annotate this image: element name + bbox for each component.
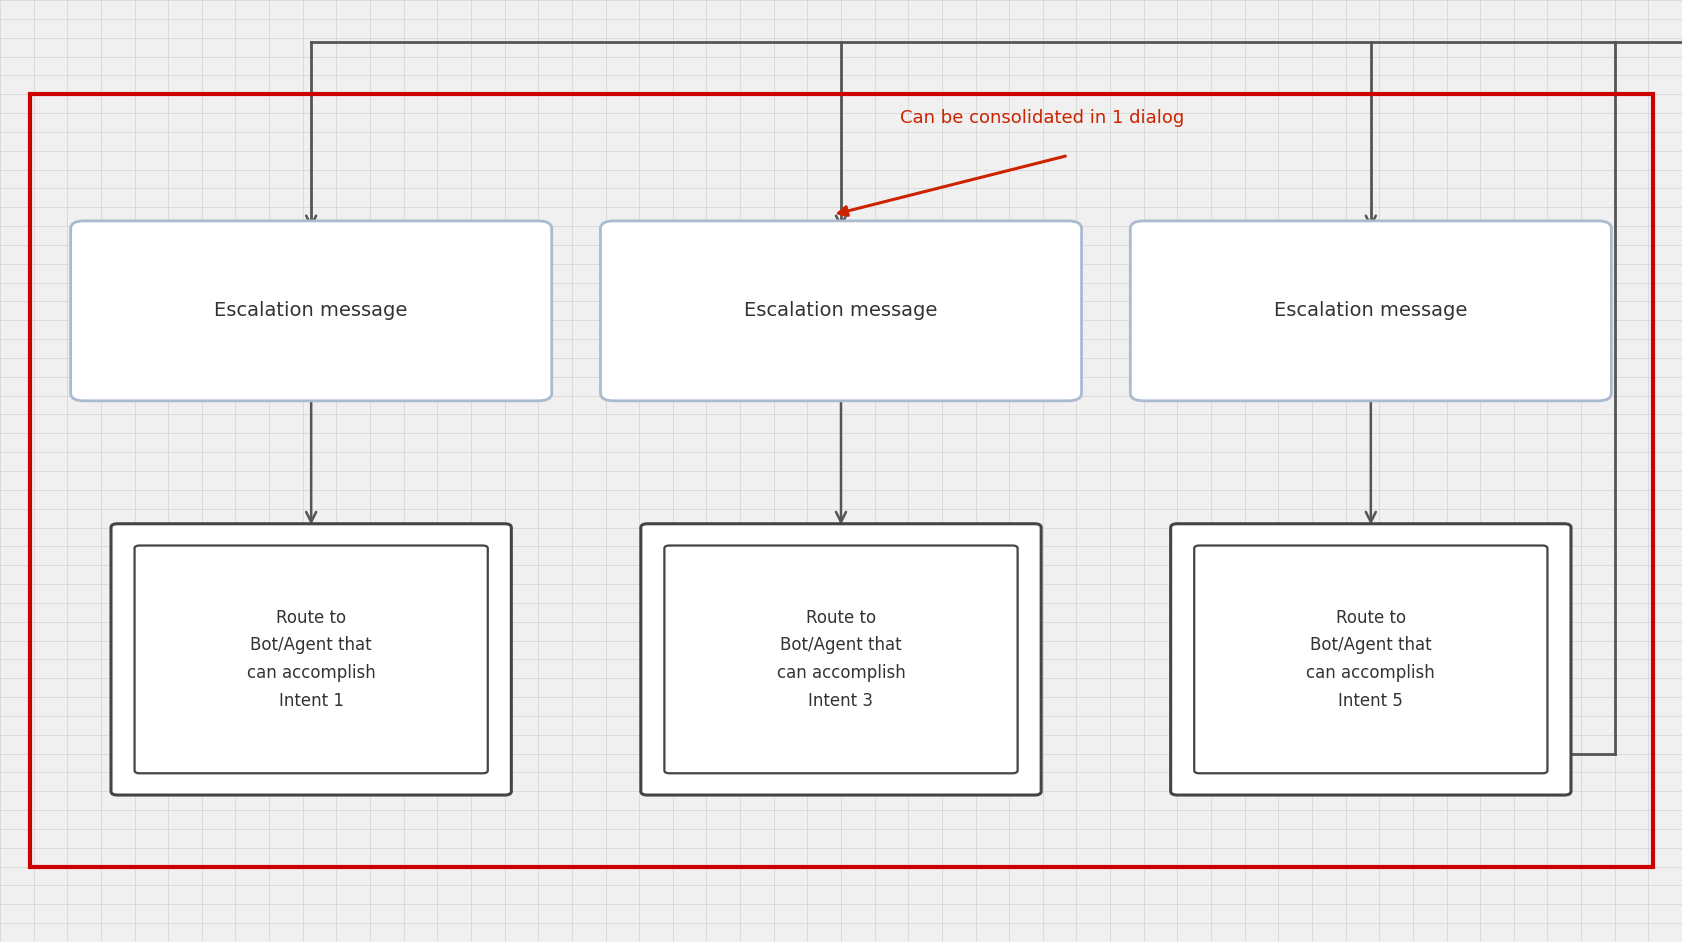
FancyBboxPatch shape [1171, 524, 1571, 795]
Text: Escalation message: Escalation message [1275, 301, 1467, 320]
Text: Route to
Bot/Agent that
can accomplish
Intent 1: Route to Bot/Agent that can accomplish I… [247, 609, 375, 710]
Text: Route to
Bot/Agent that
can accomplish
Intent 3: Route to Bot/Agent that can accomplish I… [777, 609, 905, 710]
Text: Escalation message: Escalation message [215, 301, 407, 320]
Text: Can be consolidated in 1 dialog: Can be consolidated in 1 dialog [900, 108, 1184, 127]
FancyBboxPatch shape [111, 524, 511, 795]
FancyBboxPatch shape [71, 220, 552, 401]
Text: Escalation message: Escalation message [745, 301, 937, 320]
FancyBboxPatch shape [641, 524, 1041, 795]
Text: Route to
Bot/Agent that
can accomplish
Intent 5: Route to Bot/Agent that can accomplish I… [1307, 609, 1435, 710]
FancyBboxPatch shape [600, 220, 1082, 401]
FancyBboxPatch shape [1130, 220, 1611, 401]
